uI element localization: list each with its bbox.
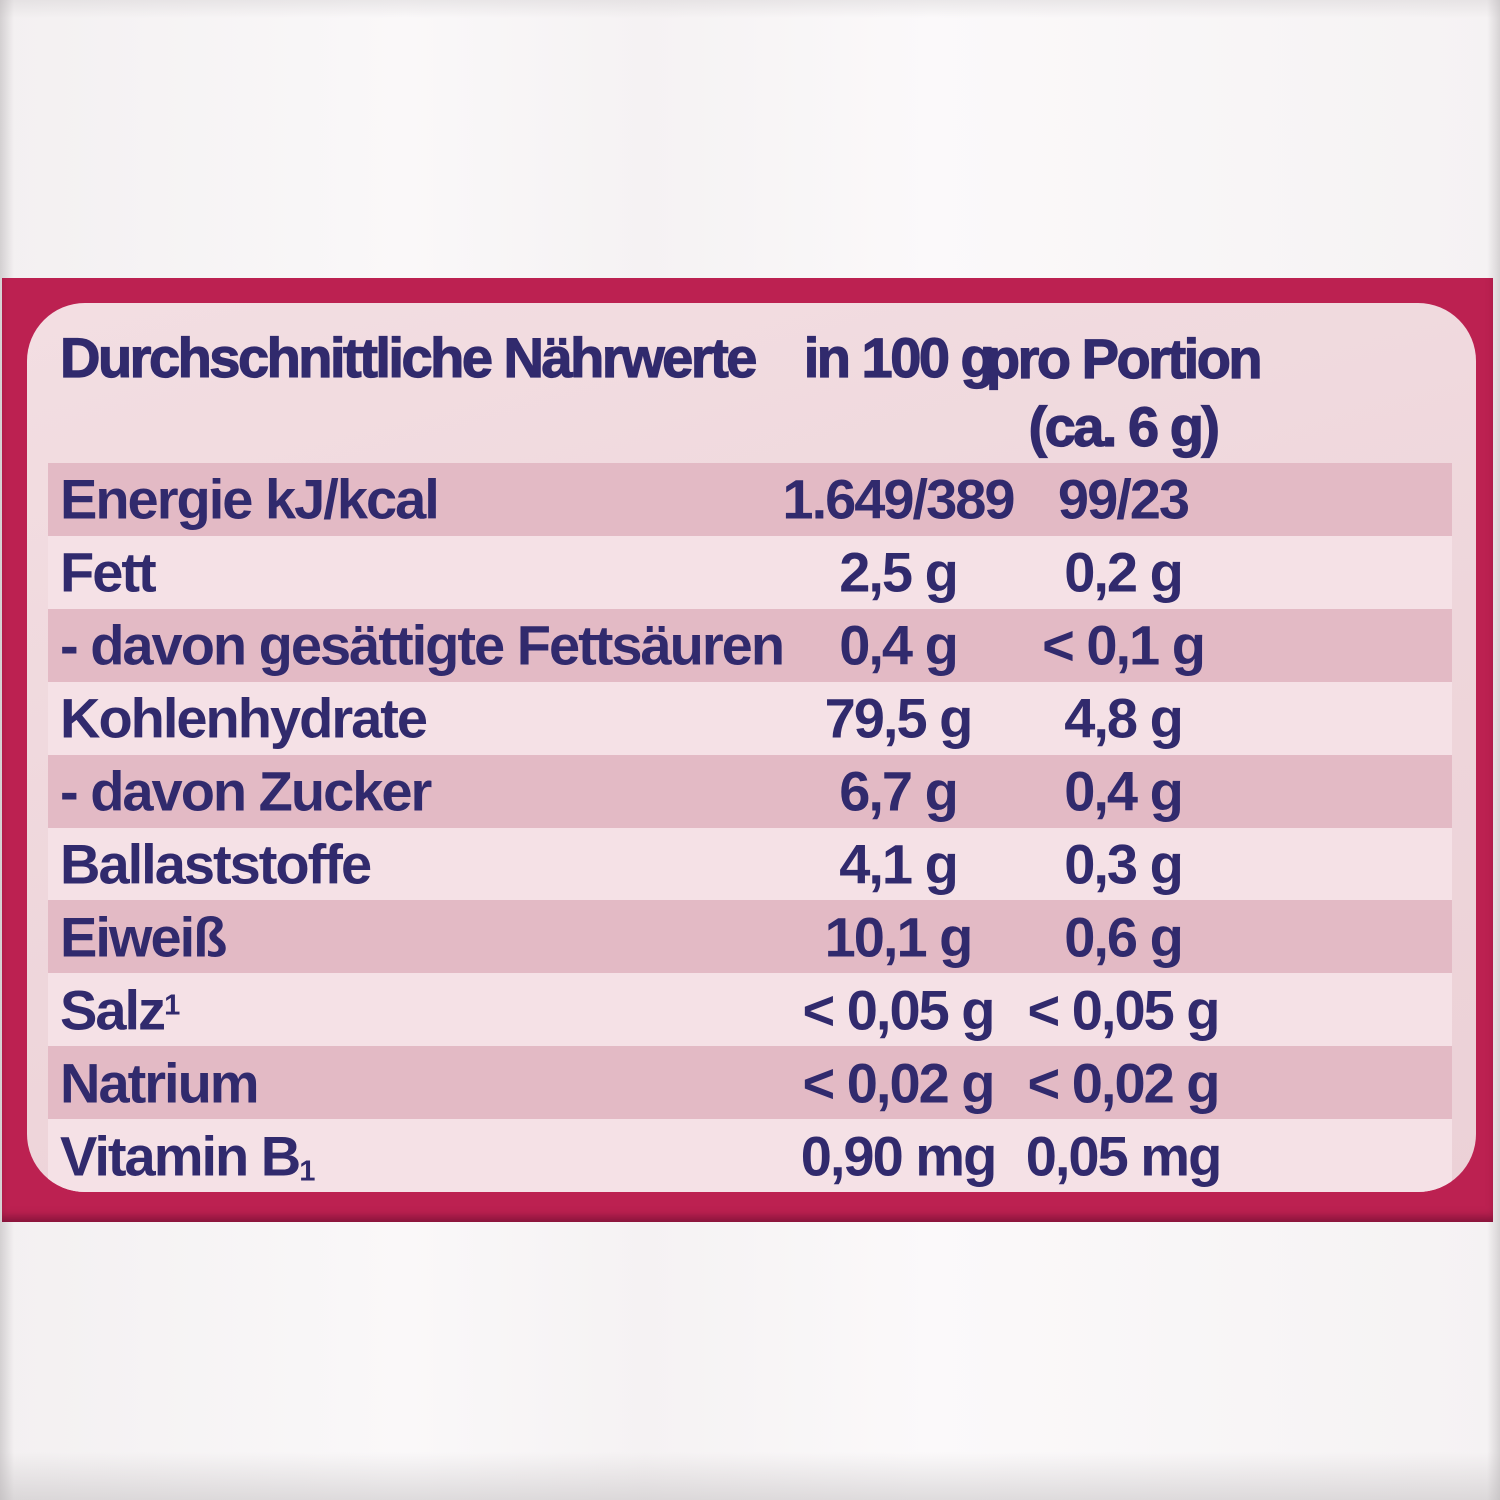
value-per-100g: 10,1 g [824, 905, 974, 969]
footnote-marker: 1 [164, 989, 181, 1022]
row-label: Kohlenhydrate [60, 686, 428, 750]
row-label: Fett [60, 540, 157, 604]
col-header-per-portion-line2: (ca. 6 g) [1028, 394, 1221, 458]
value-per-100g: 79,5 g [824, 686, 974, 750]
row-label: - davon gesättigte Fettsäuren [60, 613, 785, 677]
table-row: Fett 2,5 g 0,2 g [48, 535, 1452, 609]
table-header: Durchschnittliche Nährwerte in 100 g pro… [27, 303, 1476, 463]
table-row: Salz1 < 0,05 g < 0,05 g [48, 973, 1452, 1047]
subscript-marker: 1 [299, 1155, 316, 1188]
value-per-portion: 0,05 mg [1025, 1124, 1223, 1188]
table-row: Ballaststoffe 4,1 g 0,3 g [48, 827, 1452, 901]
table-row: - davon gesättigte Fettsäuren 0,4 g < 0,… [48, 608, 1452, 682]
col-header-per-portion: pro Portion (ca. 6 g) [943, 325, 1303, 461]
nutrition-table-frame: Durchschnittliche Nährwerte in 100 g pro… [2, 278, 1493, 1222]
value-per-portion: 4,8 g [1064, 686, 1184, 750]
table-row: Kohlenhydrate 79,5 g 4,8 g [48, 681, 1452, 755]
value-per-portion: 0,3 g [1064, 832, 1184, 896]
table-row: Vitamin B1 0,90 mg 0,05 mg [48, 1119, 1452, 1192]
table-title: Durchschnittliche Nährwerte [59, 325, 758, 389]
value-per-portion: < 0,05 g [1027, 978, 1220, 1042]
value-per-100g: 0,4 g [839, 613, 959, 677]
value-per-100g: < 0,02 g [802, 1051, 995, 1115]
table-row: Natrium < 0,02 g < 0,02 g [48, 1046, 1452, 1120]
nutrition-rows: Energie kJ/kcal 1.649/389 99/23 Fett 2,5… [48, 463, 1452, 1192]
col-header-per-100g: in 100 g [803, 325, 995, 389]
row-label: - davon Zucker [60, 759, 432, 823]
table-row: Energie kJ/kcal 1.649/389 99/23 [48, 463, 1452, 536]
value-per-100g: 0,90 mg [800, 1124, 998, 1188]
value-per-portion: 99/23 [1057, 467, 1190, 531]
value-per-100g: < 0,05 g [802, 978, 995, 1042]
row-label: Eiweiß [60, 905, 227, 969]
row-label: Natrium [60, 1051, 260, 1115]
value-per-portion: < 0,1 g [1042, 613, 1206, 677]
table-row: - davon Zucker 6,7 g 0,4 g [48, 754, 1452, 828]
row-label: Vitamin B1 [60, 1124, 316, 1188]
value-per-100g: 4,1 g [839, 832, 959, 896]
value-per-portion: < 0,02 g [1027, 1051, 1220, 1115]
table-row: Eiweiß 10,1 g 0,6 g [48, 900, 1452, 974]
value-per-portion: 0,2 g [1064, 540, 1184, 604]
value-per-portion: 0,4 g [1064, 759, 1184, 823]
value-per-100g: 2,5 g [839, 540, 959, 604]
row-label: Energie kJ/kcal [60, 467, 440, 531]
value-per-portion: 0,6 g [1064, 905, 1184, 969]
col-header-per-portion-line1: pro Portion [985, 326, 1263, 390]
row-label: Salz1 [60, 978, 181, 1042]
row-label: Ballaststoffe [60, 832, 372, 896]
value-per-100g: 6,7 g [839, 759, 959, 823]
value-per-100g: 1.649/389 [782, 467, 1015, 531]
nutrition-panel: Durchschnittliche Nährwerte in 100 g pro… [27, 303, 1476, 1192]
